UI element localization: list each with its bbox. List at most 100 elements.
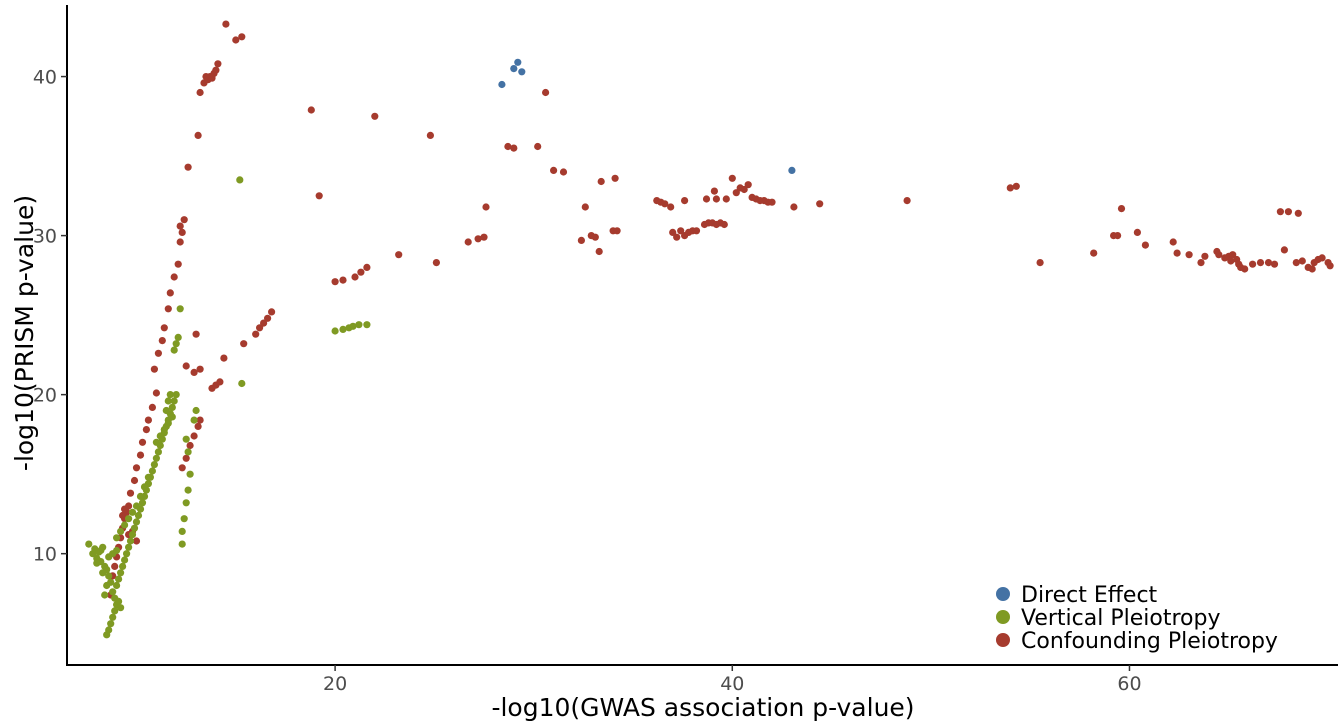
point-vertical-pleiotropy (138, 499, 147, 507)
point-vertical-pleiotropy (152, 454, 160, 462)
point-confounding-pleiotropy (591, 233, 599, 241)
x-tick-label: 40 (720, 673, 744, 695)
point-confounding-pleiotropy (252, 330, 260, 338)
point-confounding-pleiotropy (180, 216, 188, 224)
point-confounding-pleiotropy (220, 354, 228, 362)
point-confounding-pleiotropy (903, 197, 911, 205)
point-confounding-pleiotropy (136, 451, 145, 459)
point-confounding-pleiotropy (152, 389, 160, 397)
point-confounding-pleiotropy (190, 432, 198, 440)
point-vertical-pleiotropy (236, 176, 244, 184)
point-confounding-pleiotropy (1270, 260, 1279, 268)
point-direct-effect (498, 80, 506, 89)
point-vertical-pleiotropy (132, 502, 141, 510)
point-vertical-pleiotropy (121, 521, 129, 529)
point-vertical-pleiotropy (130, 524, 139, 532)
point-confounding-pleiotropy (677, 227, 685, 235)
point-confounding-pleiotropy (673, 233, 681, 241)
point-vertical-pleiotropy (113, 546, 121, 555)
legend-swatch-vertical-pleiotropy (996, 610, 1010, 624)
point-confounding-pleiotropy (559, 168, 568, 176)
point-confounding-pleiotropy (307, 106, 315, 114)
point-vertical-pleiotropy (117, 527, 125, 536)
point-confounding-pleiotropy (164, 305, 172, 313)
point-confounding-pleiotropy (264, 314, 272, 322)
point-vertical-pleiotropy (178, 527, 186, 536)
point-direct-effect (518, 68, 526, 76)
point-confounding-pleiotropy (238, 33, 246, 41)
point-confounding-pleiotropy (542, 88, 550, 97)
point-confounding-pleiotropy (740, 185, 748, 194)
point-confounding-pleiotropy (395, 251, 403, 259)
point-vertical-pleiotropy (355, 321, 363, 329)
point-vertical-pleiotropy (174, 333, 182, 341)
point-confounding-pleiotropy (681, 197, 689, 205)
point-confounding-pleiotropy (268, 308, 276, 316)
legend-swatch-confounding-pleiotropy (996, 633, 1010, 647)
point-confounding-pleiotropy (1256, 259, 1265, 267)
y-tick-label: 10 (33, 544, 57, 566)
point-confounding-pleiotropy (661, 200, 669, 208)
point-confounding-pleiotropy (363, 263, 371, 271)
point-confounding-pleiotropy (216, 378, 224, 386)
point-vertical-pleiotropy (115, 597, 123, 606)
point-confounding-pleiotropy (132, 537, 141, 545)
point-vertical-pleiotropy (109, 588, 117, 596)
point-confounding-pleiotropy (816, 200, 824, 208)
points-layer (85, 20, 1334, 639)
point-direct-effect (788, 166, 796, 174)
point-vertical-pleiotropy (150, 461, 158, 469)
point-vertical-pleiotropy (172, 340, 180, 348)
point-confounding-pleiotropy (1036, 259, 1044, 267)
point-confounding-pleiotropy (166, 289, 174, 297)
point-confounding-pleiotropy (1133, 228, 1141, 236)
point-vertical-pleiotropy (134, 511, 143, 520)
point-vertical-pleiotropy (126, 537, 135, 545)
point-vertical-pleiotropy (101, 591, 109, 599)
point-vertical-pleiotropy (331, 327, 339, 335)
point-confounding-pleiotropy (351, 273, 359, 281)
point-confounding-pleiotropy (710, 187, 719, 195)
point-vertical-pleiotropy (113, 581, 121, 590)
point-vertical-pleiotropy (172, 391, 180, 399)
point-confounding-pleiotropy (611, 174, 619, 182)
point-confounding-pleiotropy (240, 340, 248, 348)
legend-label-vertical-pleiotropy: Vertical Pleiotropy (1021, 606, 1220, 631)
point-confounding-pleiotropy (260, 319, 268, 327)
point-vertical-pleiotropy (168, 413, 176, 421)
point-vertical-pleiotropy (152, 438, 160, 446)
point-vertical-pleiotropy (125, 543, 133, 551)
point-confounding-pleiotropy (790, 203, 798, 211)
point-confounding-pleiotropy (170, 273, 178, 281)
point-confounding-pleiotropy (160, 324, 168, 332)
point-vertical-pleiotropy (154, 448, 162, 456)
point-confounding-pleiotropy (480, 233, 488, 241)
point-confounding-pleiotropy (581, 203, 589, 211)
point-confounding-pleiotropy (339, 276, 347, 284)
point-confounding-pleiotropy (1284, 208, 1292, 216)
point-confounding-pleiotropy (692, 227, 701, 235)
point-confounding-pleiotropy (1173, 249, 1181, 257)
point-vertical-pleiotropy (238, 379, 246, 388)
point-confounding-pleiotropy (550, 166, 558, 174)
point-confounding-pleiotropy (194, 422, 202, 430)
point-confounding-pleiotropy (597, 177, 605, 186)
point-vertical-pleiotropy (156, 432, 164, 440)
point-vertical-pleiotropy (166, 391, 174, 399)
point-confounding-pleiotropy (208, 74, 216, 82)
point-confounding-pleiotropy (613, 227, 621, 235)
point-vertical-pleiotropy (111, 607, 119, 615)
y-tick-label: 20 (33, 385, 57, 407)
point-confounding-pleiotropy (1090, 249, 1098, 257)
point-vertical-pleiotropy (349, 322, 357, 330)
x-axis-title: -log10(GWAS association p-value) (491, 693, 914, 722)
point-vertical-pleiotropy (117, 569, 125, 577)
point-vertical-pleiotropy (190, 416, 198, 424)
point-vertical-pleiotropy (119, 562, 127, 571)
point-vertical-pleiotropy (125, 515, 133, 523)
point-confounding-pleiotropy (1006, 184, 1014, 192)
point-vertical-pleiotropy (182, 435, 190, 443)
point-vertical-pleiotropy (140, 483, 149, 491)
point-confounding-pleiotropy (178, 228, 186, 236)
